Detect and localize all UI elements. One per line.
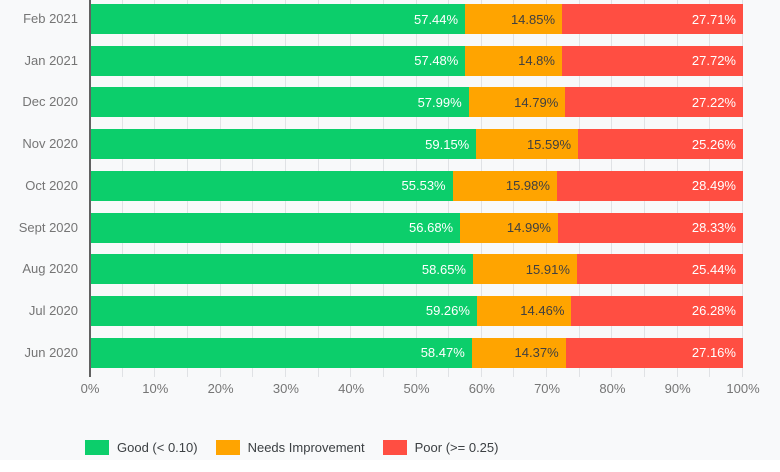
bar-value-label: 14.99% — [506, 220, 551, 235]
bar-value-label: 59.26% — [425, 303, 470, 319]
bar-row: 59.15% 15.59% 25.26% — [90, 129, 743, 160]
bar-value-label: 58.65% — [421, 261, 466, 277]
bar-segment-good[interactable]: 57.44% — [90, 4, 466, 34]
bar-segment-needs-improvement[interactable]: 15.91% — [472, 254, 577, 285]
bar-segment-poor[interactable]: 27.71% — [562, 4, 743, 34]
bar-row: 58.65% 15.91% 25.44% — [90, 254, 743, 285]
bar-value-label: 57.48% — [414, 53, 459, 69]
legend-swatch-needs-improvement — [215, 440, 240, 455]
category-label: Oct 2020 — [25, 177, 78, 193]
bar-value-label: 55.53% — [401, 178, 446, 194]
bar-segment-needs-improvement[interactable]: 14.37% — [471, 337, 566, 368]
bar-segment-good[interactable]: 55.53% — [90, 170, 453, 201]
bar-segment-needs-improvement[interactable]: 14.99% — [460, 212, 558, 243]
bar-row: 58.47% 14.37% 27.16% — [90, 337, 743, 368]
legend-item-good: Good (< 0.10) — [85, 440, 198, 455]
category-label: Nov 2020 — [22, 136, 78, 152]
bar-value-label: 27.22% — [691, 94, 736, 110]
x-axis-tick-label: 30% — [272, 381, 299, 396]
bar-value-label: 14.37% — [514, 345, 559, 361]
category-label: Aug 2020 — [22, 261, 78, 277]
x-axis-tick-label: 20% — [207, 381, 234, 396]
bar-segment-poor[interactable]: 28.33% — [557, 212, 743, 243]
legend-swatch-poor — [382, 440, 407, 455]
category-label: Jun 2020 — [24, 344, 79, 360]
bar-segment-needs-improvement[interactable]: 15.59% — [476, 129, 579, 160]
category-label: Jul 2020 — [28, 302, 78, 318]
bar-row: 55.53% 15.98% 28.49% — [90, 170, 743, 201]
bar-value-label: 25.44% — [691, 261, 736, 277]
bar-row: 57.99% 14.79% 27.22% — [90, 87, 743, 118]
bar-value-label: 15.91% — [525, 261, 570, 277]
bar-value-label: 27.72% — [691, 53, 736, 69]
bar-segment-poor[interactable]: 26.28% — [571, 295, 743, 326]
bar-segment-good[interactable]: 57.99% — [90, 87, 469, 118]
x-axis-tick-label: 60% — [468, 381, 495, 396]
bar-value-label: 57.44% — [413, 11, 459, 27]
bar-segment-good[interactable]: 57.48% — [90, 45, 466, 76]
bar-value-label: 27.71% — [691, 11, 736, 27]
footer-strip — [0, 460, 780, 472]
plot-area: 57.44% 14.85% 27.71% 57.48% 14.8% 27.72% 57.99… — [89, 0, 743, 377]
category-label: Sept 2020 — [18, 219, 78, 235]
x-axis-tick-label: 0% — [80, 381, 100, 396]
bar-value-label: 15.59% — [526, 136, 572, 152]
x-axis-tick-label: 80% — [599, 381, 626, 396]
category-label: Jan 2021 — [24, 52, 79, 68]
y-axis-line — [89, 0, 91, 377]
bar-segment-poor[interactable]: 27.22% — [565, 87, 743, 118]
bar-value-label: 59.15% — [425, 136, 470, 152]
legend-label: Poor (>= 0.25) — [414, 440, 499, 455]
bar-segment-poor[interactable]: 28.49% — [556, 170, 743, 201]
bar-value-label: 14.79% — [514, 94, 559, 110]
bar-segment-needs-improvement[interactable]: 15.98% — [452, 170, 557, 201]
bar-segment-needs-improvement[interactable]: 14.46% — [476, 295, 572, 326]
bar-value-label: 14.46% — [520, 303, 565, 319]
bar-segment-good[interactable]: 59.26% — [90, 295, 477, 326]
category-label: Feb 2021 — [23, 11, 78, 26]
bar-value-label: 15.98% — [505, 178, 550, 194]
bar-value-label: 26.28% — [691, 303, 736, 319]
x-axis-tick-label: 100% — [726, 381, 760, 396]
bar-segment-needs-improvement[interactable]: 14.79% — [468, 87, 566, 118]
bar-segment-good[interactable]: 58.47% — [90, 337, 472, 368]
bar-value-label: 58.47% — [420, 345, 465, 361]
bar-segment-needs-improvement[interactable]: 14.8% — [465, 45, 562, 76]
bar-value-label: 57.99% — [417, 94, 462, 110]
bar-segment-poor[interactable]: 25.26% — [578, 129, 743, 160]
bar-value-label: 28.49% — [691, 178, 736, 194]
bar-row: 57.44% 14.85% 27.71% — [90, 4, 743, 34]
bar-segment-needs-improvement[interactable]: 14.85% — [465, 4, 563, 34]
x-axis-tick-label: 10% — [142, 381, 169, 396]
bar-segment-poor[interactable]: 27.72% — [561, 45, 743, 76]
bar-row: 56.68% 14.99% 28.33% — [90, 212, 743, 243]
bar-segment-good[interactable]: 58.65% — [90, 254, 473, 285]
bar-segment-poor[interactable]: 27.16% — [565, 337, 743, 368]
x-axis-tick-label: 40% — [338, 381, 365, 396]
legend-label: Good (< 0.10) — [117, 440, 198, 455]
legend: Good (< 0.10) Needs Improvement Poor (>= 0… — [85, 440, 498, 455]
bar-value-label: 25.26% — [691, 136, 736, 152]
bar-value-label: 14.85% — [510, 11, 556, 27]
legend-label: Needs Improvement — [247, 440, 365, 455]
category-label: Dec 2020 — [22, 94, 78, 110]
bar-value-label: 27.16% — [691, 345, 736, 361]
x-axis-labels: 0% 10% 20% 30% 40% 50% 60% 70% 80% 90% 100% — [81, 381, 760, 399]
bar-value-label: 28.33% — [691, 220, 736, 235]
bar-segment-good[interactable]: 59.15% — [90, 129, 477, 160]
bar-segment-good[interactable]: 56.68% — [90, 212, 461, 243]
bar-row: 59.26% 14.46% 26.28% — [90, 295, 743, 326]
x-axis-tick-label: 90% — [664, 381, 691, 396]
bar-row: 57.48% 14.8% 27.72% — [90, 45, 743, 76]
bar-value-label: 56.68% — [409, 220, 454, 235]
x-axis-tick-label: 70% — [534, 381, 561, 396]
x-axis-tick-label: 50% — [403, 381, 430, 396]
legend-item-needs-improvement: Needs Improvement — [215, 440, 365, 455]
bar-value-label: 14.8% — [518, 53, 555, 69]
y-axis-labels: Feb 2021 Jan 2021 Dec 2020 Nov 2020 Oct 2020… — [0, 0, 78, 377]
bar-segment-poor[interactable]: 25.44% — [576, 254, 743, 285]
legend-item-poor: Poor (>= 0.25) — [382, 440, 499, 455]
legend-swatch-good — [85, 440, 109, 455]
